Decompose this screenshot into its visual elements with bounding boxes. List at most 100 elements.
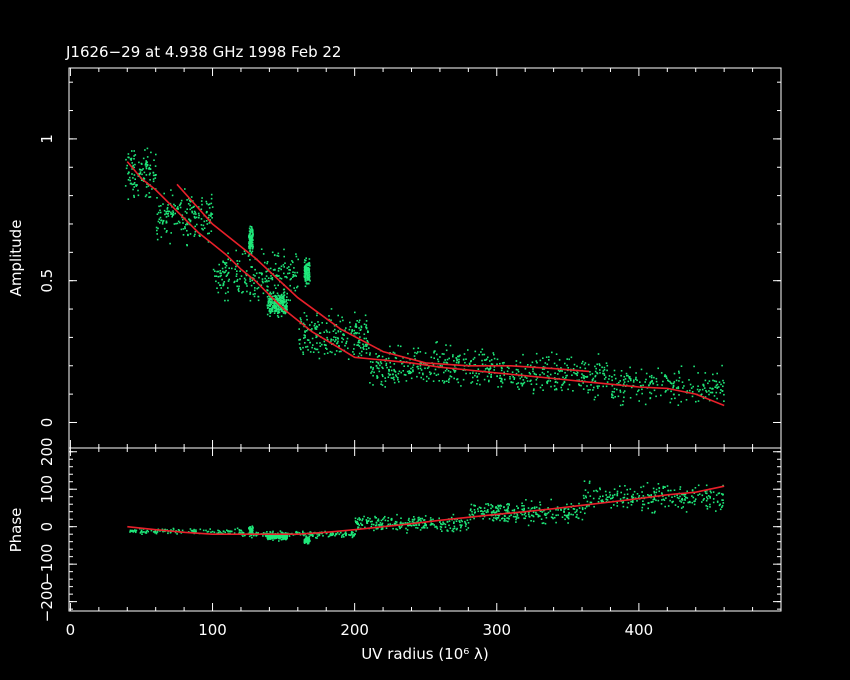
data-point xyxy=(382,375,384,378)
data-point xyxy=(576,509,578,511)
data-point xyxy=(446,362,449,364)
data-point xyxy=(655,491,658,494)
data-point xyxy=(184,188,186,190)
data-point xyxy=(554,372,556,374)
data-point xyxy=(296,286,298,289)
data-point xyxy=(719,503,721,506)
data-point xyxy=(339,320,342,323)
data-point xyxy=(603,374,606,376)
data-point xyxy=(382,367,384,370)
data-point xyxy=(605,500,608,503)
data-point xyxy=(406,529,409,531)
y-tick-label: 100 xyxy=(38,475,56,504)
data-point xyxy=(605,494,607,496)
data-point xyxy=(464,361,466,364)
data-point xyxy=(444,380,446,383)
data-point xyxy=(619,380,621,382)
data-point xyxy=(547,511,550,514)
data-point xyxy=(289,269,291,271)
data-point xyxy=(431,523,433,526)
data-point xyxy=(501,367,503,370)
data-point xyxy=(683,495,686,497)
data-point xyxy=(498,505,501,507)
data-point xyxy=(529,380,531,382)
data-point xyxy=(247,255,250,257)
data-point xyxy=(489,367,492,369)
data-point xyxy=(283,248,285,251)
y-tick-label: 0.5 xyxy=(38,269,56,293)
data-point xyxy=(532,389,535,392)
data-point xyxy=(693,500,695,503)
data-point xyxy=(236,527,239,530)
data-point xyxy=(261,280,264,283)
data-point xyxy=(487,368,490,370)
data-point xyxy=(152,174,155,177)
data-point xyxy=(380,524,382,526)
data-point xyxy=(613,488,616,490)
data-point xyxy=(671,501,674,503)
data-point xyxy=(507,507,509,510)
data-point xyxy=(319,345,322,347)
data-point xyxy=(447,530,449,532)
data-point xyxy=(580,376,583,379)
data-point xyxy=(209,219,211,221)
data-point xyxy=(544,522,547,525)
data-point xyxy=(316,326,319,328)
data-point xyxy=(364,343,367,346)
data-point xyxy=(360,522,362,525)
data-point xyxy=(695,400,697,403)
data-point xyxy=(249,278,251,280)
data-point xyxy=(367,331,369,333)
data-point xyxy=(197,206,200,208)
data-point xyxy=(227,271,230,274)
data-point xyxy=(449,371,452,373)
data-point xyxy=(706,505,709,508)
data-point xyxy=(350,534,352,537)
data-point xyxy=(307,272,309,274)
data-point xyxy=(264,277,266,280)
data-point xyxy=(597,501,600,503)
data-point xyxy=(709,387,711,389)
data-point xyxy=(443,361,445,364)
data-point xyxy=(170,232,172,234)
data-point xyxy=(682,506,684,508)
data-point xyxy=(312,351,315,353)
data-point xyxy=(623,496,626,499)
data-point xyxy=(523,517,525,520)
data-point xyxy=(132,177,134,179)
data-point xyxy=(178,204,181,207)
data-point xyxy=(227,258,229,261)
data-point xyxy=(238,285,240,288)
data-point xyxy=(277,284,279,287)
data-point xyxy=(289,263,292,266)
data-point xyxy=(587,391,589,394)
data-point xyxy=(631,499,634,501)
data-point xyxy=(282,304,285,306)
data-point xyxy=(402,370,404,372)
data-point xyxy=(279,299,281,302)
data-point xyxy=(698,493,701,495)
data-point xyxy=(416,527,419,529)
data-point xyxy=(281,297,284,299)
data-point xyxy=(198,214,200,217)
data-point xyxy=(219,530,221,533)
data-point xyxy=(272,305,274,307)
data-point xyxy=(448,381,450,383)
data-point xyxy=(365,327,368,330)
data-point xyxy=(148,173,151,176)
data-point xyxy=(344,533,346,535)
data-point xyxy=(306,269,308,271)
data-point xyxy=(270,275,272,277)
data-point xyxy=(712,501,715,504)
data-point xyxy=(308,268,311,270)
data-point xyxy=(547,507,549,509)
data-point xyxy=(641,509,643,512)
data-point xyxy=(396,513,398,516)
data-point xyxy=(563,514,566,516)
data-point xyxy=(217,291,220,294)
data-point xyxy=(568,513,570,516)
data-point xyxy=(459,354,461,357)
data-point xyxy=(561,370,563,372)
data-point xyxy=(251,279,253,282)
data-point xyxy=(280,531,283,534)
